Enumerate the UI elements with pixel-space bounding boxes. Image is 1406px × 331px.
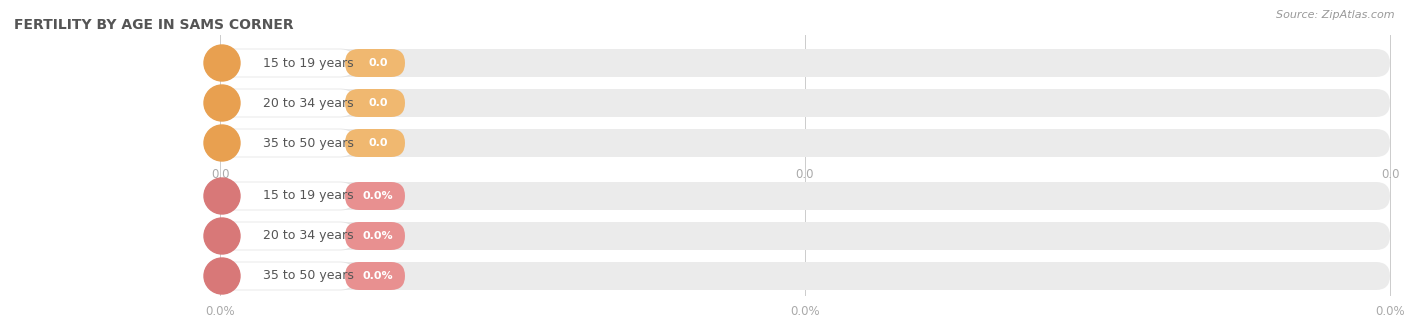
Text: 0.0%: 0.0%	[790, 305, 820, 318]
FancyBboxPatch shape	[219, 89, 1391, 117]
Text: 0.0: 0.0	[368, 98, 388, 108]
Circle shape	[204, 45, 240, 81]
FancyBboxPatch shape	[219, 182, 1391, 210]
Text: 0.0%: 0.0%	[1375, 305, 1405, 318]
FancyBboxPatch shape	[344, 222, 405, 250]
FancyBboxPatch shape	[219, 129, 1391, 157]
FancyBboxPatch shape	[344, 89, 405, 117]
FancyBboxPatch shape	[219, 129, 354, 157]
Text: 20 to 34 years: 20 to 34 years	[263, 229, 353, 243]
FancyBboxPatch shape	[344, 262, 405, 290]
FancyBboxPatch shape	[219, 262, 354, 290]
Circle shape	[204, 125, 240, 161]
Text: 0.0%: 0.0%	[363, 271, 394, 281]
Text: 0.0%: 0.0%	[363, 231, 394, 241]
FancyBboxPatch shape	[219, 182, 354, 210]
FancyBboxPatch shape	[344, 182, 405, 210]
Text: 0.0%: 0.0%	[363, 191, 394, 201]
Text: 0.0: 0.0	[796, 168, 814, 181]
Text: 20 to 34 years: 20 to 34 years	[263, 97, 353, 110]
FancyBboxPatch shape	[219, 222, 354, 250]
FancyBboxPatch shape	[219, 49, 1391, 77]
Text: 35 to 50 years: 35 to 50 years	[263, 269, 353, 282]
Text: 0.0: 0.0	[368, 58, 388, 68]
Text: Source: ZipAtlas.com: Source: ZipAtlas.com	[1277, 10, 1395, 20]
FancyBboxPatch shape	[219, 262, 1391, 290]
FancyBboxPatch shape	[344, 129, 405, 157]
Circle shape	[204, 258, 240, 294]
Text: 0.0: 0.0	[211, 168, 229, 181]
FancyBboxPatch shape	[219, 49, 354, 77]
Circle shape	[204, 218, 240, 254]
FancyBboxPatch shape	[219, 89, 354, 117]
Text: 15 to 19 years: 15 to 19 years	[263, 190, 353, 203]
Text: 0.0: 0.0	[368, 138, 388, 148]
Circle shape	[204, 85, 240, 121]
Text: 35 to 50 years: 35 to 50 years	[263, 136, 353, 150]
FancyBboxPatch shape	[344, 49, 405, 77]
Text: 0.0%: 0.0%	[205, 305, 235, 318]
Circle shape	[204, 178, 240, 214]
Text: FERTILITY BY AGE IN SAMS CORNER: FERTILITY BY AGE IN SAMS CORNER	[14, 18, 294, 32]
FancyBboxPatch shape	[219, 222, 1391, 250]
Text: 15 to 19 years: 15 to 19 years	[263, 57, 353, 70]
Text: 0.0: 0.0	[1381, 168, 1399, 181]
